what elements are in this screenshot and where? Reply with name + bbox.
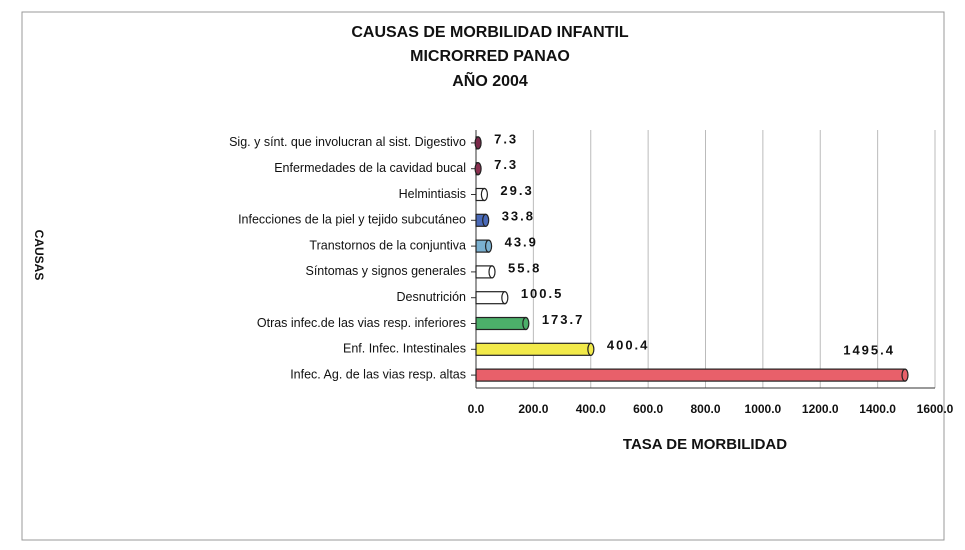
- chart-subtitle: MICRORRED PANAO: [410, 48, 570, 65]
- data-label: 43.9: [505, 235, 538, 250]
- data-label: 100.5: [521, 286, 564, 301]
- x-tick-label: 800.0: [690, 402, 720, 416]
- data-label: 400.4: [607, 338, 650, 353]
- data-label: 7.3: [494, 157, 518, 172]
- x-tick-label: 1400.0: [859, 402, 896, 416]
- bar-cap: [522, 316, 530, 331]
- x-tick-label: 0.0: [468, 402, 485, 416]
- x-tick-label: 1600.0: [917, 402, 954, 416]
- y-tick-label: Desnutrición: [397, 290, 467, 304]
- bar-cap: [474, 136, 482, 150]
- y-tick-label: Síntomas y signos generales: [305, 264, 466, 278]
- y-tick-label: Enfermedades de la cavidad bucal: [274, 161, 466, 175]
- bar-cap: [488, 265, 496, 279]
- data-label: 7.3: [494, 131, 518, 146]
- x-tick-label: 200.0: [518, 402, 548, 416]
- data-label: 173.7: [542, 312, 585, 327]
- y-axis-title: CAUSAS: [32, 230, 46, 281]
- x-tick-label: 400.0: [576, 402, 606, 416]
- x-axis-title: TASA DE MORBILIDAD: [623, 436, 787, 453]
- y-tick-label: Transtornos de la conjuntiva: [309, 238, 466, 252]
- chart-year: AÑO 2004: [452, 70, 528, 90]
- bar: [475, 368, 906, 382]
- data-label: 1495.4: [843, 343, 895, 358]
- y-tick-label: Otras infec.de las vias resp. inferiores: [257, 316, 466, 330]
- x-tick-label: 1200.0: [802, 402, 839, 416]
- bar-cap: [587, 342, 595, 356]
- bar-cap: [501, 291, 509, 305]
- y-tick-label: Enf. Infec. Intestinales: [343, 342, 466, 356]
- bar: [475, 291, 506, 305]
- chart-title: CAUSAS DE MORBILIDAD INFANTIL: [351, 24, 629, 41]
- y-tick-label: Sig. y sínt. que involucran al sist. Dig…: [229, 135, 466, 149]
- bar-cap: [482, 213, 490, 227]
- chart-frame: [21, 11, 945, 541]
- bar-cap: [901, 368, 909, 382]
- y-tick-label: Infec. Ag. de las vias resp. altas: [290, 367, 466, 381]
- bar: [475, 316, 527, 331]
- y-tick-label: Helmintiasis: [399, 187, 466, 201]
- bar: [475, 342, 592, 356]
- data-label: 55.8: [508, 260, 541, 275]
- data-label: 29.3: [500, 183, 533, 198]
- x-tick-label: 1000.0: [745, 402, 782, 416]
- bar-cap: [480, 187, 489, 202]
- x-tick-label: 600.0: [633, 402, 663, 416]
- bar-cap: [474, 162, 482, 176]
- y-tick-label: Infecciones de la piel y tejido subcután…: [238, 213, 466, 227]
- data-label: 33.8: [502, 209, 535, 224]
- bar-cap: [484, 239, 493, 253]
